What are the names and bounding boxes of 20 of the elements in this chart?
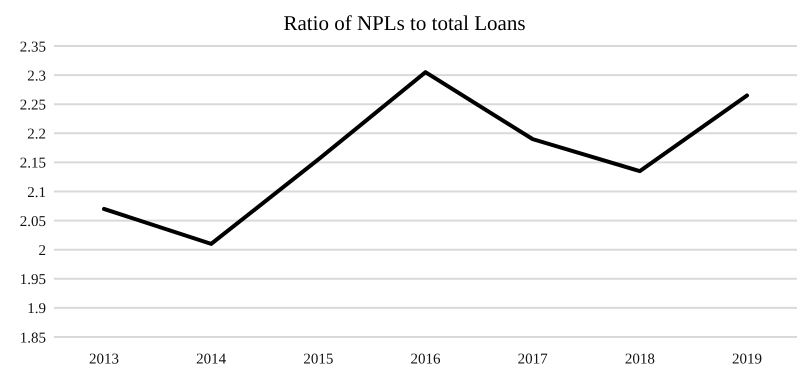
y-tick-label: 1.95 (20, 272, 46, 288)
y-tick-label: 2.3 (27, 68, 46, 84)
x-tick-label: 2016 (410, 352, 441, 368)
x-tick-label: 2018 (624, 352, 655, 368)
y-tick-label: 2.2 (27, 126, 46, 143)
y-tick-label: 1.9 (27, 301, 46, 318)
y-tick-label: 2 (38, 243, 46, 260)
x-tick-label: 2013 (89, 352, 119, 368)
x-tick-label: 2017 (518, 352, 548, 368)
y-tick-label: 2.1 (27, 184, 46, 201)
y-tick-label: 2.05 (20, 214, 46, 230)
y-tick-label: 2.15 (20, 156, 46, 172)
x-tick-label: 2015 (303, 352, 334, 368)
x-tick-label: 2014 (196, 352, 227, 368)
x-tick-label: 2019 (732, 352, 762, 368)
chart-title: Ratio of NPLs to total Loans (282, 10, 527, 37)
y-tick-label: 2.25 (20, 98, 46, 114)
line-series (102, 70, 749, 246)
y-tick-label: 2.35 (20, 39, 46, 56)
y-tick-label: 1.85 (20, 330, 46, 346)
